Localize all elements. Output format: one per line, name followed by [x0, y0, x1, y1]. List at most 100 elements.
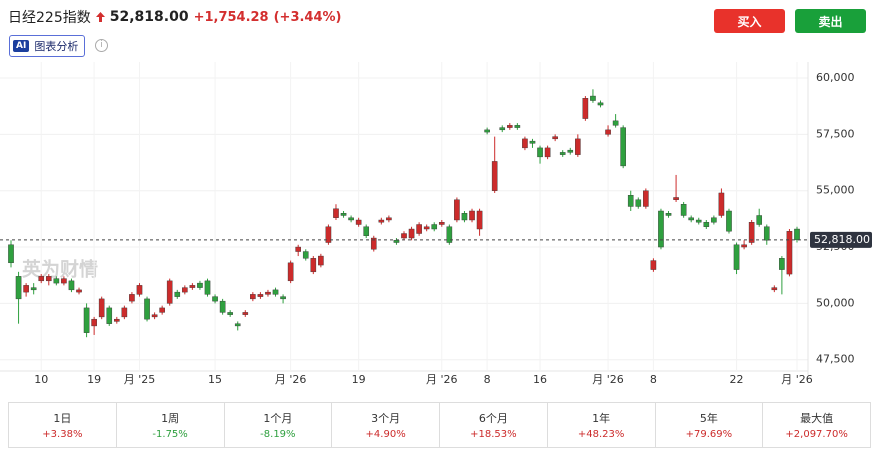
candle-body	[431, 224, 438, 230]
candle-body	[499, 127, 506, 131]
candle-body	[355, 219, 362, 225]
sell-button[interactable]: 卖出	[795, 9, 866, 33]
ai-label: 图表分析	[34, 40, 79, 53]
candle-body	[197, 282, 203, 288]
candle-body	[287, 262, 294, 282]
candle-body	[575, 138, 581, 155]
ai-analysis-button[interactable]: AI 图表分析	[9, 35, 86, 57]
performance-cell[interactable]: 1个月 -8.19%	[223, 403, 332, 447]
performance-cell[interactable]: 1日 +3.38%	[9, 403, 116, 447]
candle-body	[295, 246, 301, 252]
period-change: -1.75%	[152, 429, 188, 440]
candle-body	[688, 217, 694, 221]
candle-body	[401, 233, 407, 239]
candle-body	[695, 219, 702, 223]
candle-body	[514, 125, 521, 128]
candle-body	[136, 285, 143, 295]
period-change: +2,097.70%	[785, 429, 848, 440]
candle-body	[658, 210, 664, 248]
candle-body	[680, 204, 687, 216]
info-icon[interactable]: i	[95, 39, 108, 52]
candle-body	[665, 213, 672, 216]
performance-cell[interactable]: 6个月 +18.53%	[439, 403, 547, 447]
candle-body	[408, 228, 415, 239]
x-tick-label: 8	[484, 373, 491, 386]
period-label: 3个月	[371, 412, 401, 425]
y-tick-label: 50,000	[816, 296, 855, 309]
candle-body	[129, 294, 135, 302]
performance-cell[interactable]: 1年 +48.23%	[546, 403, 655, 447]
candle-body	[378, 219, 385, 223]
candle-body	[61, 278, 67, 284]
candle-body	[174, 291, 181, 297]
candle-body	[703, 222, 710, 227]
period-change: +18.53%	[470, 429, 517, 440]
candle-body	[30, 287, 37, 291]
performance-cell[interactable]: 3个月 +4.90%	[331, 403, 439, 447]
candle-body	[121, 307, 128, 318]
ai-tag: AI	[13, 40, 30, 52]
last-price-label: 52,818.00	[814, 233, 870, 246]
candle-body	[38, 276, 45, 282]
candle-body	[159, 307, 165, 313]
candle-body	[491, 161, 498, 191]
candle-body	[522, 138, 528, 149]
candle-body	[250, 294, 256, 300]
candle-body	[272, 289, 279, 295]
period-label: 最大值	[800, 412, 834, 425]
candle-body	[537, 147, 543, 158]
performance-cell[interactable]: 最大值 +2,097.70%	[762, 403, 870, 447]
period-label: 6个月	[478, 412, 508, 425]
change-percent: (+3.44%)	[273, 9, 342, 25]
period-label: 1个月	[263, 412, 293, 425]
candle-body	[590, 95, 596, 101]
candle-body	[446, 226, 453, 243]
candle-body	[711, 217, 717, 223]
candle-body	[476, 210, 483, 230]
candle-body	[386, 217, 392, 221]
candle-body	[726, 210, 732, 232]
candle-body	[597, 102, 604, 106]
buy-button[interactable]: 买入	[714, 9, 785, 33]
candle-body	[8, 244, 14, 264]
chart: 英为财情47,50050,00052,50055,00057,50060,000…	[0, 62, 872, 386]
candle-body	[325, 226, 332, 243]
candle-body	[302, 251, 309, 259]
candle-body	[68, 280, 75, 291]
candle-body	[219, 300, 226, 313]
x-tick-label: 15	[208, 373, 222, 386]
x-tick-label: 19	[352, 373, 366, 386]
candle-body	[393, 240, 400, 243]
watermark: 英为财情	[22, 258, 98, 281]
candle-body	[318, 255, 324, 266]
candle-body	[15, 276, 22, 300]
candle-body	[114, 318, 120, 322]
header: 日经225指数 52,818.00 +1,754.28 (+3.44%)	[8, 6, 342, 28]
period-change: +4.90%	[365, 429, 406, 440]
candle-body	[786, 231, 793, 275]
y-tick-label: 47,500	[816, 353, 855, 366]
x-tick-label: 月 '26	[781, 373, 813, 386]
candle-body	[242, 312, 249, 315]
period-change: +48.23%	[577, 429, 625, 440]
performance-table: 1日 +3.38% 1周 -1.75% 1个月 -8.19% 3个月 +4.90% 6个月 +18…	[8, 402, 871, 448]
performance-cell[interactable]: 1周 -1.75%	[115, 403, 224, 447]
candle-body	[257, 294, 264, 297]
candle-body	[106, 307, 113, 324]
candle-body	[469, 210, 475, 221]
candle-body	[748, 222, 755, 243]
candle-body	[144, 298, 150, 320]
y-tick-label: 57,500	[816, 127, 855, 140]
x-tick-label: 10	[34, 373, 48, 386]
candle-body	[741, 244, 747, 248]
candle-body	[45, 276, 52, 282]
candle-body	[333, 208, 339, 218]
candle-body	[438, 222, 445, 225]
performance-cell[interactable]: 5年 +79.69%	[654, 403, 763, 447]
candle-body	[779, 258, 785, 270]
candle-body	[461, 213, 468, 221]
price: 52,818.00	[109, 9, 189, 25]
period-label: 1周	[161, 412, 180, 425]
candle-body	[756, 215, 763, 225]
